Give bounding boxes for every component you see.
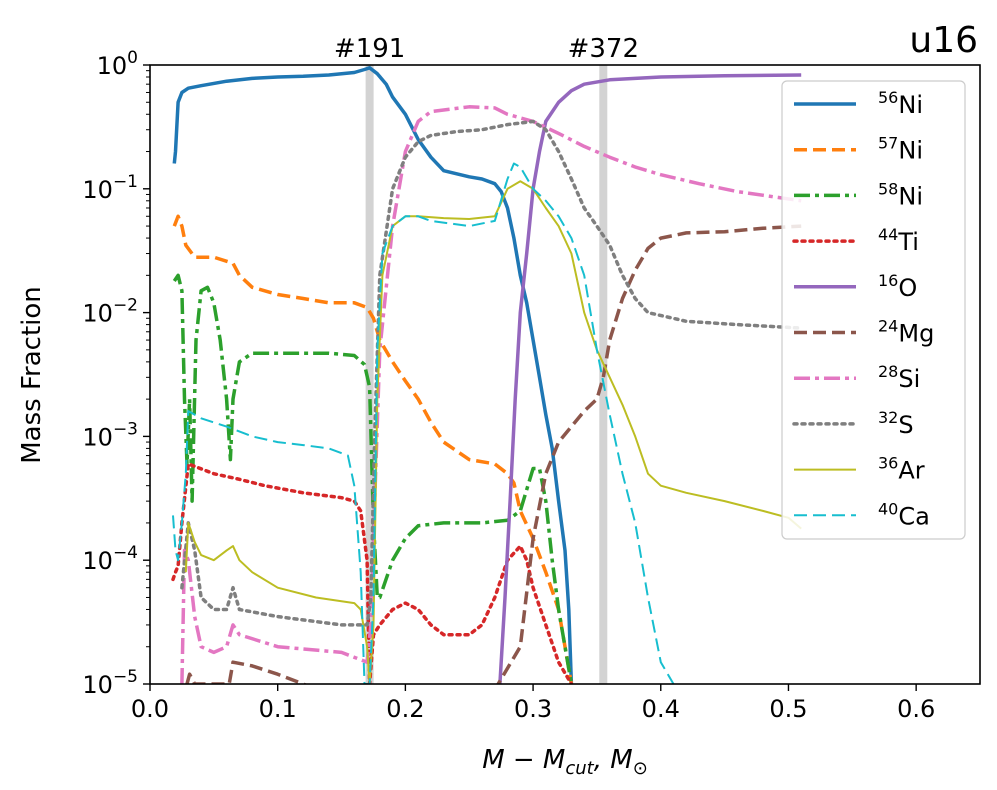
legend-label-56Ni: 56Ni [878,88,923,119]
y-tick-exp-0: −5 [113,667,138,687]
legend-mass-28Si: 28 [878,362,898,381]
series-line-58Ni [172,273,574,684]
legend-element-44Ti: Ti [897,228,919,256]
y-tick-label-0: 10−5 [82,667,138,699]
series-line-36Ar [184,180,802,684]
legend-element-58Ni: Ni [898,182,923,210]
plot-frame [149,64,981,685]
x-tick-label-6: 0.6 [897,695,935,723]
legend-label-44Ti: 44Ti [878,225,919,256]
legend-element-36Ar: Ar [898,457,924,485]
legend-mass-24Mg: 24 [878,317,898,336]
legend-element-24Mg: Mg [898,320,934,348]
marker-label-0: #191 [334,34,405,64]
y-tick-exp-1: −4 [113,543,138,563]
legend-mass-16O: 16 [878,271,898,290]
legend-element-28Si: Si [898,365,920,393]
legend-label-58Ni: 58Ni [878,179,923,210]
series-line-24Mg [185,224,802,684]
x-tick-label-2: 0.2 [386,695,424,723]
legend-element-57Ni: Ni [898,137,923,165]
legend-label-36Ar: 36Ar [878,454,925,485]
marker-label-1: #372 [568,34,639,64]
series-line-56Ni [172,66,574,684]
x-tick-label-3: 0.3 [514,695,552,723]
series-layer [171,66,803,684]
x-tick-label-4: 0.4 [642,695,680,723]
series-line-44Ti [171,462,574,684]
legend-element-56Ni: Ni [898,91,923,119]
legend-element-16O: O [898,274,917,302]
series-line-40Ca [172,162,675,684]
y-tick-exp-2: −3 [113,419,138,439]
y-tick-exp-5: 0 [127,48,138,68]
y-tick-label-2: 10−3 [82,419,138,451]
y-tick-base-2: 10 [82,423,113,451]
y-tick-exp-4: −1 [113,172,138,192]
legend-mass-32S: 32 [878,408,898,427]
x-axis-ticks: 0.0 0.1 0.2 0.3 0.4 0.5 0.6 [131,684,935,723]
legend-label-57Ni: 57Ni [878,134,923,165]
y-tick-base-4: 10 [82,176,113,204]
x-tick-label-0: 0.0 [131,695,169,723]
legend-mass-56Ni: 56 [878,88,898,107]
legend-mass-40Ca: 40 [878,499,898,518]
series-line-16O [498,73,802,684]
y-tick-label-5: 100 [97,48,138,80]
y-tick-label-4: 10−1 [82,172,138,204]
vertical-markers: #191 #372 [334,34,639,684]
legend-element-40Ca: Ca [898,502,929,530]
y-tick-base-0: 10 [82,671,113,699]
legend-mass-44Ti: 44 [878,225,898,244]
legend-label-32S: 32S [878,408,914,439]
y-axis-label: Mass Fraction [17,286,47,464]
legend-mass-58Ni: 58 [878,179,898,198]
legend-element-32S: S [898,411,913,439]
y-tick-exp-3: −2 [113,296,138,316]
y-tick-label-3: 10−2 [82,296,138,328]
y-tick-base-5: 10 [97,52,128,80]
y-tick-base-1: 10 [82,547,113,575]
legend-label-16O: 16O [878,271,917,302]
chart-title: u16 [909,20,978,61]
y-tick-base-3: 10 [82,300,113,328]
x-tick-label-1: 0.1 [259,695,297,723]
legend-label-40Ca: 40Ca [878,499,930,530]
x-tick-label-5: 0.5 [769,695,807,723]
legend-label-28Si: 28Si [878,362,920,393]
series-line-32S [180,119,803,627]
legend-label-24Mg: 24Mg [878,317,934,348]
legend-mass-57Ni: 57 [878,134,898,153]
y-tick-label-1: 10−4 [82,543,138,575]
legend-mass-36Ar: 36 [878,454,898,473]
x-axis-label: M − Mcut, M⊙ [482,745,648,779]
